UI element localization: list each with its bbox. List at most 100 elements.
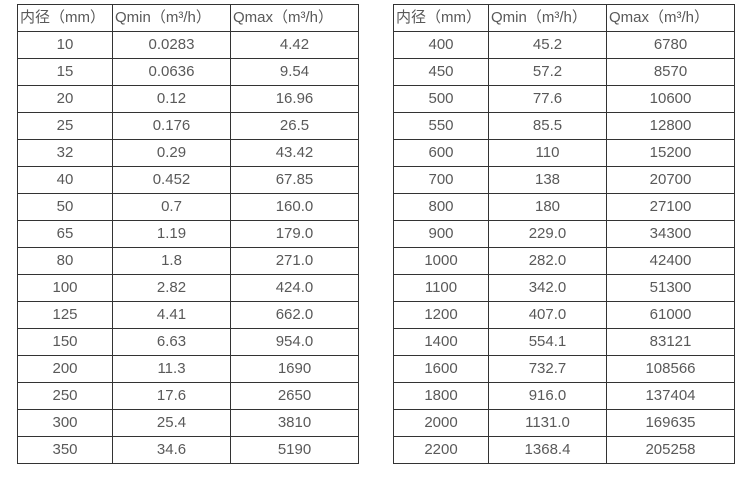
table-cell: 125 — [17, 301, 113, 329]
table-row: 400 45.2 6780 — [393, 31, 735, 59]
table-cell: 160.0 — [230, 193, 359, 221]
table-cell: 40 — [17, 166, 113, 194]
table-cell: 229.0 — [488, 220, 607, 248]
flow-table-small-diameters: 内径（mm） Qmin（m³/h） Qmax（m³/h） 10 0.0283 4.4… — [17, 4, 359, 464]
table-cell: 0.29 — [112, 139, 231, 167]
table-cell: 450 — [393, 58, 489, 86]
table-row: 200 11.3 1690 — [17, 355, 359, 383]
table-cell: 32 — [17, 139, 113, 167]
table-cell: 350 — [17, 436, 113, 464]
table-cell: 9.54 — [230, 58, 359, 86]
table-cell: 400 — [393, 31, 489, 59]
table-cell: 34.6 — [112, 436, 231, 464]
header-row: 内径（mm） Qmin（m³/h） Qmax（m³/h） — [393, 4, 735, 32]
table-body: 10 0.0283 4.42 15 0.0636 9.54 20 0.12 16.96 25 0.1… — [17, 31, 359, 464]
table-cell: 15 — [17, 58, 113, 86]
table-cell: 1400 — [393, 328, 489, 356]
table-cell: 424.0 — [230, 274, 359, 302]
table-row: 1200 407.0 61000 — [393, 301, 735, 329]
table-cell: 83121 — [606, 328, 735, 356]
table-cell: 916.0 — [488, 382, 607, 410]
table-cell: 45.2 — [488, 31, 607, 59]
table-cell: 4.42 — [230, 31, 359, 59]
table-cell: 3810 — [230, 409, 359, 437]
table-cell: 342.0 — [488, 274, 607, 302]
table-cell: 1368.4 — [488, 436, 607, 464]
table-cell: 26.5 — [230, 112, 359, 140]
table-cell: 1600 — [393, 355, 489, 383]
table-cell: 169635 — [606, 409, 735, 437]
table-cell: 0.176 — [112, 112, 231, 140]
table-cell: 25 — [17, 112, 113, 140]
table-row: 100 2.82 424.0 — [17, 274, 359, 302]
column-header-diameter: 内径（mm） — [17, 4, 113, 32]
table-cell: 2650 — [230, 382, 359, 410]
table-cell: 42400 — [606, 247, 735, 275]
header-row: 内径（mm） Qmin（m³/h） Qmax（m³/h） — [17, 4, 359, 32]
table-row: 25 0.176 26.5 — [17, 112, 359, 140]
table-body: 400 45.2 6780 450 57.2 8570 500 77.6 10600 550 85.… — [393, 31, 735, 464]
table-cell: 1131.0 — [488, 409, 607, 437]
table-cell: 500 — [393, 85, 489, 113]
table-cell: 407.0 — [488, 301, 607, 329]
table-cell: 6.63 — [112, 328, 231, 356]
table-cell: 85.5 — [488, 112, 607, 140]
table-cell: 4.41 — [112, 301, 231, 329]
table-cell: 11.3 — [112, 355, 231, 383]
table-row: 450 57.2 8570 — [393, 58, 735, 86]
table-cell: 1.19 — [112, 220, 231, 248]
table-row: 600 110 15200 — [393, 139, 735, 167]
table-cell: 700 — [393, 166, 489, 194]
table-row: 2200 1368.4 205258 — [393, 436, 735, 464]
table-cell: 1100 — [393, 274, 489, 302]
table-cell: 2200 — [393, 436, 489, 464]
table-row: 32 0.29 43.42 — [17, 139, 359, 167]
table-row: 15 0.0636 9.54 — [17, 58, 359, 86]
table-cell: 205258 — [606, 436, 735, 464]
table-row: 50 0.7 160.0 — [17, 193, 359, 221]
table-cell: 77.6 — [488, 85, 607, 113]
table-cell: 0.7 — [112, 193, 231, 221]
table-cell: 1000 — [393, 247, 489, 275]
table-cell: 80 — [17, 247, 113, 275]
table-row: 500 77.6 10600 — [393, 85, 735, 113]
table-cell: 12800 — [606, 112, 735, 140]
table-cell: 10 — [17, 31, 113, 59]
column-header-qmin: Qmin（m³/h） — [112, 4, 231, 32]
table-row: 900 229.0 34300 — [393, 220, 735, 248]
table-cell: 550 — [393, 112, 489, 140]
table-row: 1800 916.0 137404 — [393, 382, 735, 410]
column-header-diameter: 内径（mm） — [393, 4, 489, 32]
column-header-qmax: Qmax（m³/h） — [606, 4, 735, 32]
table-cell: 67.85 — [230, 166, 359, 194]
table-cell: 27100 — [606, 193, 735, 221]
table-cell: 10600 — [606, 85, 735, 113]
table-cell: 200 — [17, 355, 113, 383]
table-row: 20 0.12 16.96 — [17, 85, 359, 113]
table-row: 300 25.4 3810 — [17, 409, 359, 437]
table-cell: 2000 — [393, 409, 489, 437]
table-cell: 2.82 — [112, 274, 231, 302]
table-row: 1600 732.7 108566 — [393, 355, 735, 383]
table-cell: 800 — [393, 193, 489, 221]
table-cell: 179.0 — [230, 220, 359, 248]
table-cell: 1.8 — [112, 247, 231, 275]
table-cell: 1690 — [230, 355, 359, 383]
table-row: 550 85.5 12800 — [393, 112, 735, 140]
table-cell: 600 — [393, 139, 489, 167]
table-cell: 65 — [17, 220, 113, 248]
table-cell: 150 — [17, 328, 113, 356]
table-cell: 662.0 — [230, 301, 359, 329]
table-cell: 34300 — [606, 220, 735, 248]
table-row: 40 0.452 67.85 — [17, 166, 359, 194]
table-cell: 6780 — [606, 31, 735, 59]
table-cell: 137404 — [606, 382, 735, 410]
table-cell: 0.0283 — [112, 31, 231, 59]
table-cell: 110 — [488, 139, 607, 167]
table-cell: 282.0 — [488, 247, 607, 275]
table-row: 125 4.41 662.0 — [17, 301, 359, 329]
table-row: 800 180 27100 — [393, 193, 735, 221]
flow-rate-spec-page: 内径（mm） Qmin（m³/h） Qmax（m³/h） 10 0.0283 4.4… — [17, 4, 735, 464]
table-cell: 50 — [17, 193, 113, 221]
table-cell: 554.1 — [488, 328, 607, 356]
